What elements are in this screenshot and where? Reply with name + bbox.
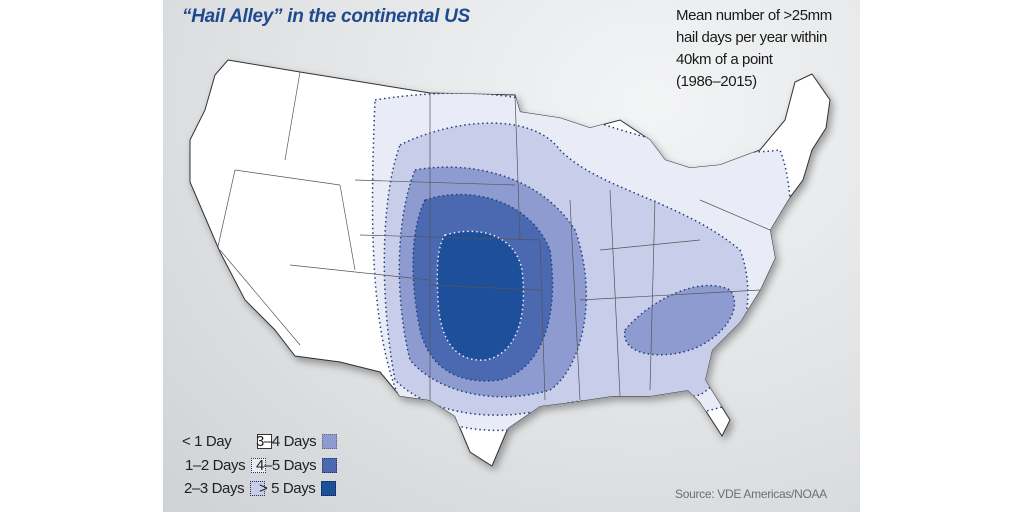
legend-item-lt1: < 1 Day bbox=[182, 433, 273, 450]
map-subtitle: Mean number of >25mm hail days per year … bbox=[676, 5, 846, 93]
subtitle-line: Mean number of >25mm bbox=[676, 7, 832, 24]
legend-item-4-5: 4–5 Days bbox=[256, 457, 338, 474]
contour-3-4-days-southeast bbox=[624, 284, 736, 356]
legend-label: 1–2 Days bbox=[185, 457, 246, 474]
contour-over-5-days bbox=[436, 230, 525, 361]
us-hail-map bbox=[189, 59, 831, 467]
legend-label: 4–5 Days bbox=[256, 457, 317, 474]
subtitle-line: (1986–2015) bbox=[676, 73, 757, 90]
legend-label: 3–4 Days bbox=[256, 433, 317, 450]
legend-item-gt5: > 5 Days bbox=[259, 480, 337, 497]
legend-item-1-2: 1–2 Days bbox=[185, 457, 267, 474]
legend-swatch bbox=[322, 434, 338, 449]
legend-label: < 1 Day bbox=[182, 433, 232, 450]
legend-swatch bbox=[257, 434, 273, 449]
legend-item-3-4: 3–4 Days bbox=[256, 433, 338, 450]
legend-label: > 5 Days bbox=[259, 480, 316, 497]
legend-swatch bbox=[321, 481, 337, 496]
state-borders bbox=[214, 71, 771, 401]
legend-label: 2–3 Days bbox=[184, 480, 245, 497]
subtitle-line: hail days per year within bbox=[676, 29, 827, 46]
legend-swatch bbox=[251, 458, 267, 473]
legend-swatch bbox=[250, 481, 266, 496]
legend-swatch bbox=[322, 458, 338, 473]
source-credit: Source: VDE Americas/NOAA bbox=[675, 487, 827, 501]
map-title: “Hail Alley” in the continental US bbox=[182, 6, 470, 27]
subtitle-line: 40km of a point bbox=[676, 51, 773, 68]
legend-item-2-3: 2–3 Days bbox=[184, 480, 266, 497]
